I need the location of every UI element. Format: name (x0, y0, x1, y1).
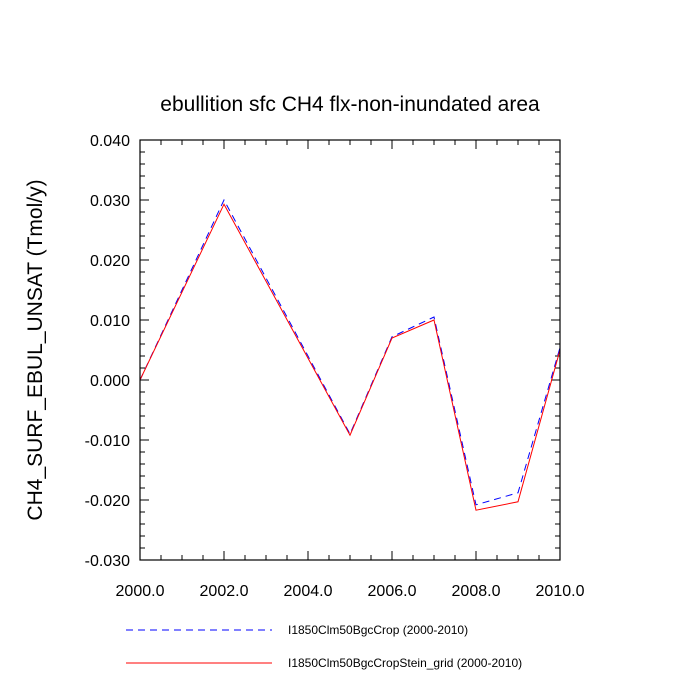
plot-area-frame (139, 139, 561, 561)
x-tick-label: 2000.0 (116, 583, 165, 600)
x-tick-label: 2010.0 (536, 583, 585, 600)
x-tick-label: 2002.0 (200, 583, 249, 600)
y-tick-label: 0.020 (90, 253, 130, 270)
series-lines (139, 198, 561, 511)
legend-label-1: I1850Clm50BgcCrop (2000-2010) (288, 623, 468, 637)
y-tick-label: -0.020 (85, 493, 130, 510)
y-tick-label: 0.040 (90, 133, 130, 150)
y-tick-label: 0.010 (90, 313, 130, 330)
x-tick-label: 2006.0 (368, 583, 417, 600)
legend: I1850Clm50BgcCrop (2000-2010) I1850Clm50B… (126, 623, 522, 670)
y-axis-ticks: -0.030 -0.020 -0.010 0.000 0.010 0.020 0.030 0.… (85, 133, 560, 570)
legend-label-2: I1850Clm50BgcCropStein_grid (2000-2010) (288, 656, 522, 670)
y-tick-label: -0.010 (85, 433, 130, 450)
y-tick-label: 0.030 (90, 193, 130, 210)
chart-title: ebullition sfc CH4 flx-non-inundated are… (160, 93, 540, 116)
y-tick-label: -0.030 (85, 553, 130, 570)
series-line-1 (139, 198, 561, 506)
y-tick-label: 0.000 (90, 373, 130, 390)
y-axis-label: CH4_SURF_EBUL_UNSAT (Tmol/y) (24, 179, 47, 520)
x-tick-label: 2004.0 (284, 583, 333, 600)
x-axis-ticks: 2000.0 2002.0 2004.0 2006.0 2008.0 2010.0 (116, 140, 585, 600)
series-line-2 (139, 203, 561, 511)
x-tick-label: 2008.0 (452, 583, 501, 600)
